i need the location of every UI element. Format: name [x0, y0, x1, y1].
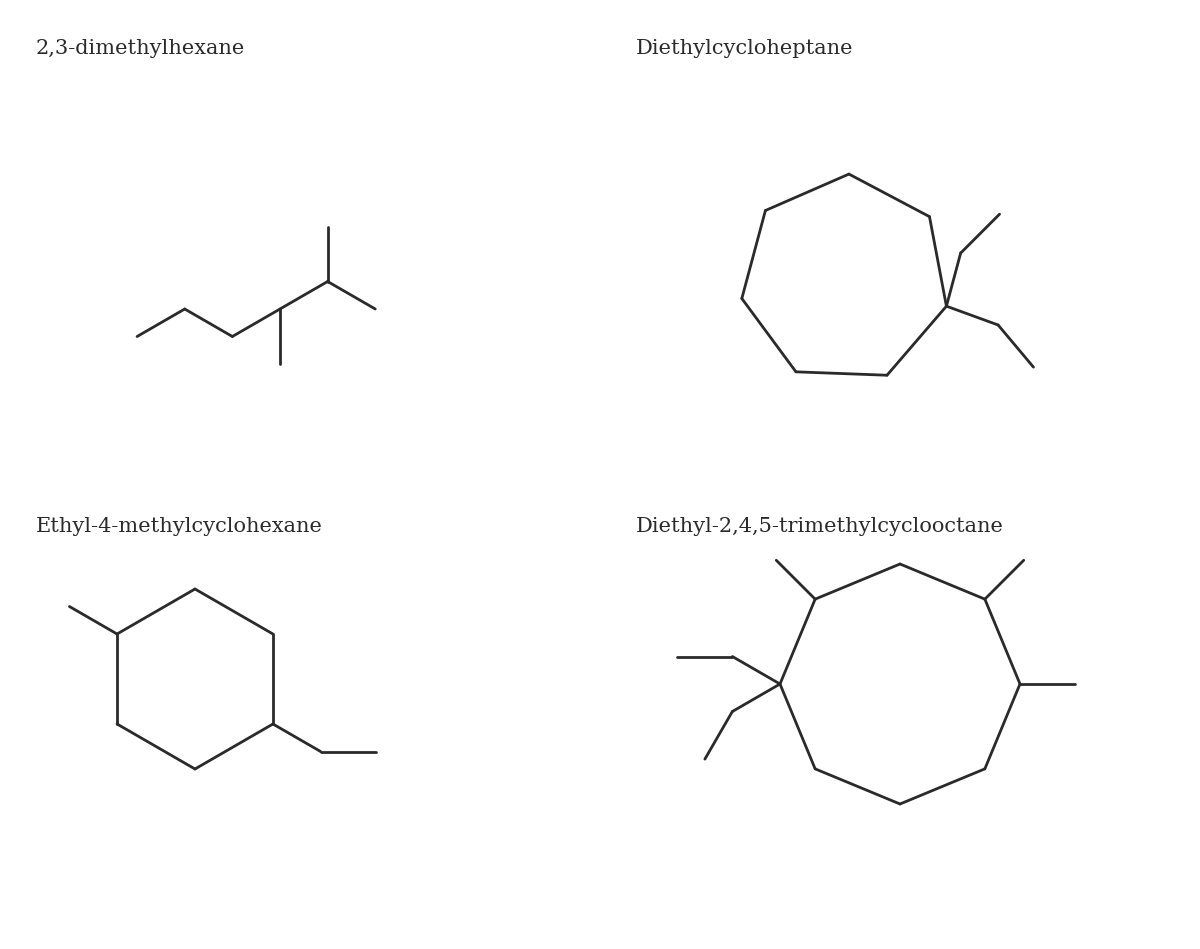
- Text: 2,3-dimethylhexane: 2,3-dimethylhexane: [36, 39, 245, 58]
- Text: Ethyl-4-methylcyclohexane: Ethyl-4-methylcyclohexane: [36, 517, 323, 536]
- Text: Diethyl-2,4,5-trimethylcyclooctane: Diethyl-2,4,5-trimethylcyclooctane: [636, 517, 1004, 536]
- Text: Diethylcycloheptane: Diethylcycloheptane: [636, 39, 853, 58]
